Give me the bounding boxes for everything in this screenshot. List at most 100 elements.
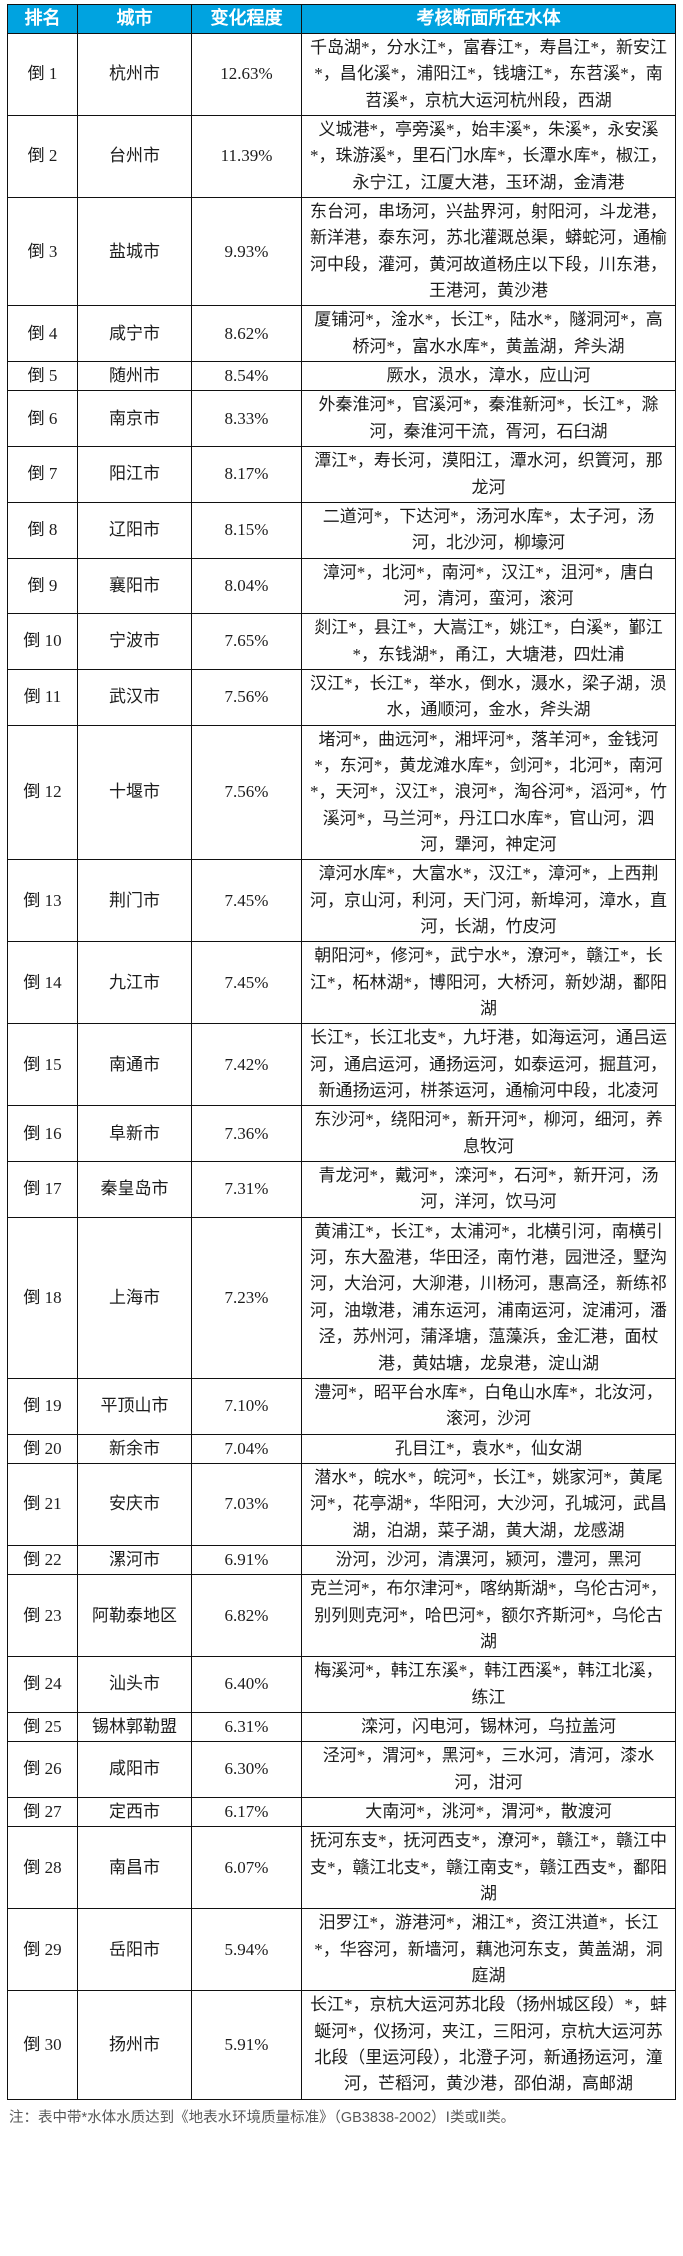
table-row: 倒 15 南通市 7.42% 长江*，长江北支*，九圩港，如海运河，通吕运河，通…	[7, 1023, 676, 1107]
table-row: 倒 8 辽阳市 8.15% 二道河*，下达河*，汤河水库*，太子河，汤河，北沙河…	[7, 501, 676, 559]
change-cell: 7.45%	[191, 941, 302, 1025]
table-row: 倒 14 九江市 7.45% 朝阳河*，修河*，武宁水*，潦河*，赣江*，长江*…	[7, 941, 676, 1025]
change-cell: 9.93%	[191, 197, 302, 307]
change-cell: 12.63%	[191, 32, 302, 117]
table-row: 倒 9 襄阳市 8.04% 漳河*，北河*，南河*，汉江*，沮河*，唐白河，清河…	[7, 557, 676, 615]
rank-cell: 倒 13	[7, 859, 78, 943]
city-cell: 杭州市	[77, 32, 192, 117]
city-cell: 锡林郭勒盟	[77, 1711, 192, 1743]
change-cell: 5.94%	[191, 1908, 302, 1992]
water-bodies-cell: 克兰河*，布尔津河*，喀纳斯湖*，乌伦古河*，别列则克河*，哈巴河*，额尔齐斯河…	[301, 1574, 676, 1658]
change-cell: 7.42%	[191, 1023, 302, 1107]
city-cell: 阿勒泰地区	[77, 1574, 192, 1658]
change-cell: 6.40%	[191, 1656, 302, 1713]
city-cell: 新余市	[77, 1433, 192, 1464]
table-row: 倒 13 荆门市 7.45% 漳河水库*，大富水*，汉江*，漳河*，上西荆河，京…	[7, 859, 676, 943]
city-cell: 九江市	[77, 941, 192, 1025]
water-bodies-cell: 长江*，京杭大运河苏北段（扬州城区段）*，蚌蜒河*，仪扬河，夹江，三阳河，京杭大…	[301, 1990, 676, 2100]
table-row: 倒 7 阳江市 8.17% 潭江*，寿长河，漠阳江，潭水河，织篢河，那龙河	[7, 446, 676, 503]
change-cell: 7.36%	[191, 1105, 302, 1163]
water-bodies-cell: 汨罗江*，游港河*，湘江*，资江洪道*，长江*，华容河，新墙河，藕池河东支，黄盖…	[301, 1908, 676, 1992]
table-row: 倒 21 安庆市 7.03% 潜水*，皖水*，皖河*，长江*，姚家河*，黄尾河*…	[7, 1462, 676, 1546]
table-row: 倒 23 阿勒泰地区 6.82% 克兰河*，布尔津河*，喀纳斯湖*，乌伦古河*，…	[7, 1574, 676, 1658]
change-cell: 7.56%	[191, 668, 302, 726]
city-water-quality-ranking-table: 排名 城市 变化程度 考核断面所在水体 倒 1 杭州市 12.63% 千岛湖*，…	[7, 4, 676, 2100]
water-bodies-cell: 长江*，长江北支*，九圩港，如海运河，通吕运河，通启运河，通扬运河，如泰运河，掘…	[301, 1023, 676, 1107]
table-row: 倒 1 杭州市 12.63% 千岛湖*，分水江*，富春江*，寿昌江*，新安江*，…	[7, 32, 676, 117]
rank-cell: 倒 20	[7, 1433, 78, 1464]
city-cell: 阜新市	[77, 1105, 192, 1163]
water-bodies-cell: 大南河*，洮河*，渭河*，散渡河	[301, 1796, 676, 1828]
change-cell: 7.04%	[191, 1433, 302, 1464]
change-cell: 6.17%	[191, 1796, 302, 1828]
rank-cell: 倒 2	[7, 115, 78, 199]
rank-cell: 倒 12	[7, 724, 78, 861]
city-cell: 辽阳市	[77, 501, 192, 559]
city-cell: 安庆市	[77, 1462, 192, 1546]
city-cell: 漯河市	[77, 1544, 192, 1576]
table-row: 倒 28 南昌市 6.07% 抚河东支*，抚河西支*，潦河*，赣江*，赣江中支*…	[7, 1826, 676, 1910]
change-cell: 11.39%	[191, 115, 302, 199]
city-cell: 扬州市	[77, 1990, 192, 2100]
water-bodies-cell: 汾河，沙河，清潩河，颍河，澧河，黑河	[301, 1544, 676, 1576]
rank-cell: 倒 10	[7, 613, 78, 670]
change-cell: 6.07%	[191, 1826, 302, 1910]
city-cell: 十堰市	[77, 724, 192, 861]
rank-cell: 倒 23	[7, 1574, 78, 1658]
city-cell: 上海市	[77, 1216, 192, 1379]
rank-cell: 倒 24	[7, 1656, 78, 1713]
table-row: 倒 6 南京市 8.33% 外秦淮河*，官溪河*，秦淮新河*，长江*，滁河，秦淮…	[7, 390, 676, 448]
water-bodies-cell: 梅溪河*，韩江东溪*，韩江西溪*，韩江北溪，练江	[301, 1656, 676, 1713]
city-cell: 南通市	[77, 1023, 192, 1107]
city-cell: 秦皇岛市	[77, 1161, 192, 1218]
water-bodies-cell: 漳河*，北河*，南河*，汉江*，沮河*，唐白河，清河，蛮河，滚河	[301, 557, 676, 615]
rank-cell: 倒 7	[7, 446, 78, 503]
change-cell: 8.04%	[191, 557, 302, 615]
city-cell: 咸宁市	[77, 305, 192, 363]
change-cell: 6.31%	[191, 1711, 302, 1743]
rank-cell: 倒 3	[7, 197, 78, 307]
rank-cell: 倒 4	[7, 305, 78, 363]
table-row: 倒 16 阜新市 7.36% 东沙河*，绕阳河*，新开河*，柳河，细河，养息牧河	[7, 1105, 676, 1163]
rank-cell: 倒 17	[7, 1161, 78, 1218]
change-cell: 7.23%	[191, 1216, 302, 1379]
water-bodies-cell: 泾河*，渭河*，黑河*，三水河，清河，漆水河，泔河	[301, 1741, 676, 1798]
change-cell: 5.91%	[191, 1990, 302, 2100]
rank-cell: 倒 22	[7, 1544, 78, 1576]
city-cell: 台州市	[77, 115, 192, 199]
water-bodies-cell: 孔目江*，袁水*，仙女湖	[301, 1433, 676, 1464]
col-header-rank: 排名	[7, 4, 78, 34]
water-bodies-cell: 二道河*，下达河*，汤河水库*，太子河，汤河，北沙河，柳壕河	[301, 501, 676, 559]
rank-cell: 倒 11	[7, 668, 78, 726]
table-row: 倒 12 十堰市 7.56% 堵河*，曲远河*，湘坪河*，落羊河*，金钱河*，东…	[7, 724, 676, 861]
rank-cell: 倒 8	[7, 501, 78, 559]
table-row: 倒 24 汕头市 6.40% 梅溪河*，韩江东溪*，韩江西溪*，韩江北溪，练江	[7, 1656, 676, 1713]
rank-cell: 倒 21	[7, 1462, 78, 1546]
table-row: 倒 18 上海市 7.23% 黄浦江*，长江*，太浦河*，北横引河，南横引河，东…	[7, 1216, 676, 1379]
water-bodies-cell: 厥水，涢水，漳水，应山河	[301, 361, 676, 392]
table-row: 倒 3 盐城市 9.93% 东台河，串场河，兴盐界河，射阳河，斗龙港，新洋港，泰…	[7, 197, 676, 307]
rank-cell: 倒 6	[7, 390, 78, 448]
water-bodies-cell: 东台河，串场河，兴盐界河，射阳河，斗龙港，新洋港，泰东河，苏北灌溉总渠，蟒蛇河，…	[301, 197, 676, 307]
water-bodies-cell: 厦铺河*，淦水*，长江*，陆水*，隧洞河*，高桥河*，富水水库*，黄盖湖，斧头湖	[301, 305, 676, 363]
city-cell: 咸阳市	[77, 1741, 192, 1798]
city-cell: 宁波市	[77, 613, 192, 670]
rank-cell: 倒 19	[7, 1377, 78, 1435]
water-bodies-cell: 潭江*，寿长河，漠阳江，潭水河，织篢河，那龙河	[301, 446, 676, 503]
water-bodies-cell: 剡江*，县江*，大嵩江*，姚江*，白溪*，鄞江*，东钱湖*，甬江，大塘港，四灶浦	[301, 613, 676, 670]
water-bodies-cell: 千岛湖*，分水江*，富春江*，寿昌江*，新安江*，昌化溪*，浦阳江*，钱塘江*，…	[301, 32, 676, 117]
city-cell: 南昌市	[77, 1826, 192, 1910]
rank-cell: 倒 15	[7, 1023, 78, 1107]
table-row: 倒 10 宁波市 7.65% 剡江*，县江*，大嵩江*，姚江*，白溪*，鄞江*，…	[7, 613, 676, 670]
water-bodies-cell: 抚河东支*，抚河西支*，潦河*，赣江*，赣江中支*，赣江北支*，赣江南支*，赣江…	[301, 1826, 676, 1910]
rank-cell: 倒 27	[7, 1796, 78, 1828]
change-cell: 7.10%	[191, 1377, 302, 1435]
rank-cell: 倒 16	[7, 1105, 78, 1163]
col-header-city: 城市	[77, 4, 192, 34]
table-row: 倒 5 随州市 8.54% 厥水，涢水，漳水，应山河	[7, 361, 676, 392]
city-cell: 南京市	[77, 390, 192, 448]
table-row: 倒 27 定西市 6.17% 大南河*，洮河*，渭河*，散渡河	[7, 1796, 676, 1828]
table-row: 倒 2 台州市 11.39% 义城港*，亭旁溪*，始丰溪*，朱溪*，永安溪*，珠…	[7, 115, 676, 199]
rank-cell: 倒 9	[7, 557, 78, 615]
rank-cell: 倒 14	[7, 941, 78, 1025]
